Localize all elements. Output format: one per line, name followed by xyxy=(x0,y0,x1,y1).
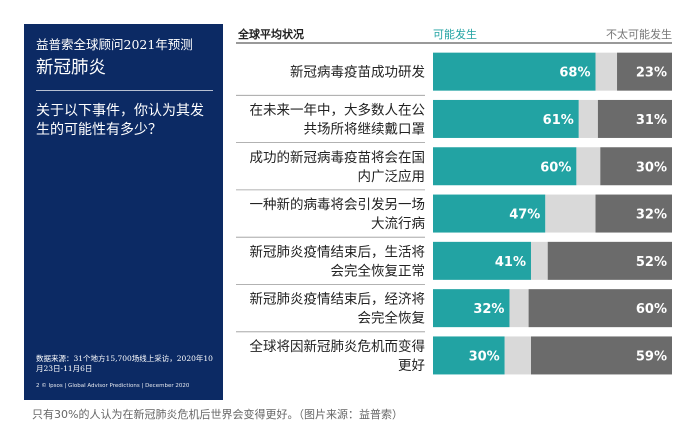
source-note: 数据来源：31个地方15,700场线上采访，2020年10月23日-11月6日 xyxy=(36,354,213,373)
category-label: 成功的新冠病毒疫苗将会在国 xyxy=(250,150,426,166)
category-label: 更好 xyxy=(398,358,425,374)
data-label-unlikely: 32% xyxy=(636,208,667,223)
bar-neutral xyxy=(595,52,618,91)
question-text: 关于以下事件，你认为其发生的可能性有多少？ xyxy=(36,103,204,138)
bar-unlikely xyxy=(597,99,672,138)
bar-unlikely xyxy=(547,241,672,280)
category-label: 一种新的病毒将会引发另一场 xyxy=(250,197,426,213)
category-label: 新冠肺炎疫情结束后，经济将 xyxy=(250,292,426,308)
data-label-unlikely: 23% xyxy=(636,66,667,81)
category-label: 新冠肺炎疫情结束后，生活将 xyxy=(250,244,426,260)
image-caption: 只有30%的人认为在新冠肺炎危机后世界会变得更好。（图片来源：益普索） xyxy=(32,408,403,421)
data-label-unlikely: 59% xyxy=(636,349,667,364)
data-label-unlikely: 60% xyxy=(636,302,667,317)
bar-neutral xyxy=(509,289,529,328)
bar-unlikely xyxy=(617,52,672,91)
category-label: 会完全恢复 xyxy=(358,310,426,327)
data-label-unlikely: 52% xyxy=(636,255,667,270)
bar-likely xyxy=(433,147,577,186)
category-label: 大流行病 xyxy=(371,216,425,232)
bar-likely xyxy=(433,289,510,328)
data-label-likely: 68% xyxy=(559,66,590,81)
bar-neutral xyxy=(504,336,531,375)
legend-unlikely: 不太可能发生 xyxy=(606,27,672,41)
category-label: 全球将因新冠肺炎危机而变得 xyxy=(250,338,426,355)
footer-credit: 2 © Ipsos | Global Advisor Predictions |… xyxy=(36,383,190,389)
bar-neutral xyxy=(545,194,596,233)
data-label-likely: 41% xyxy=(495,255,526,270)
main-title: 新冠肺炎 xyxy=(36,58,106,78)
bar-unlikely xyxy=(600,147,672,186)
bar-likely xyxy=(433,194,546,233)
category-label: 共场所将继续戴口罩 xyxy=(304,121,426,137)
org-title: 益普索全球顾问2021年预测 xyxy=(36,37,193,52)
data-label-likely: 47% xyxy=(509,208,540,223)
data-label-likely: 61% xyxy=(543,113,574,128)
bar-neutral xyxy=(578,99,598,138)
category-label: 会完全恢复正常 xyxy=(331,262,426,279)
legend-likely: 可能发生 xyxy=(433,27,477,41)
bar-likely xyxy=(433,336,505,375)
bar-likely xyxy=(433,241,531,280)
category-label: 在未来一年中，大多数人在公 xyxy=(250,101,426,118)
title-panel: 益普索全球顾问2021年预测 新冠肺炎 关于以下事件，你认为其发生的可能性有多少… xyxy=(24,24,223,400)
data-label-likely: 30% xyxy=(469,349,500,364)
bar-likely xyxy=(433,52,596,91)
bar-unlikely xyxy=(595,194,672,233)
bar-unlikely xyxy=(528,289,672,328)
bar-neutral xyxy=(530,241,548,280)
data-label-likely: 60% xyxy=(540,160,571,175)
bar-neutral xyxy=(576,147,601,186)
panel-divider xyxy=(36,90,213,91)
bar-likely xyxy=(433,99,579,138)
data-label-unlikely: 30% xyxy=(636,160,667,175)
chart-title: 全球平均状况 xyxy=(237,27,304,41)
data-label-unlikely: 31% xyxy=(636,113,667,128)
category-label: 内广泛应用 xyxy=(358,168,426,185)
category-label: 新冠病毒疫苗成功研发 xyxy=(290,65,425,81)
data-label-likely: 32% xyxy=(473,302,504,317)
bar-unlikely xyxy=(530,336,672,375)
